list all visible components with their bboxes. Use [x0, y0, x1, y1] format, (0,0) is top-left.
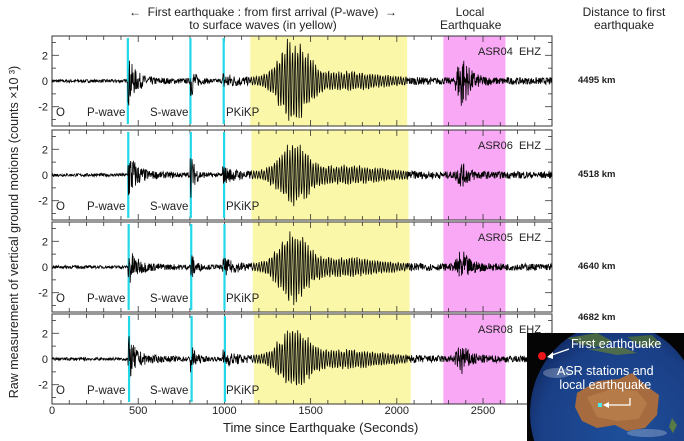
arrow-left-icon: ←: [128, 5, 141, 19]
x-tick-label: 1000: [212, 405, 237, 417]
seismogram-trace: [51, 231, 553, 306]
p-wave-label: P-wave: [87, 107, 126, 119]
seismogram-panel: 2 0 -2: [38, 35, 553, 127]
y-tick-label: 0: [42, 354, 48, 366]
pkikp-label: PKiKP: [226, 385, 260, 397]
p-wave-label: P-wave: [87, 293, 126, 305]
y-tick-label: -2: [38, 288, 48, 300]
s-wave-label: S-wave: [150, 201, 189, 213]
y-tick-label: -2: [38, 380, 48, 392]
map-inset: First earthquake ASR stations and local …: [527, 333, 684, 441]
seismogram-trace: [51, 144, 553, 207]
origin-label: O: [56, 293, 65, 305]
pkikp-label: PKiKP: [226, 293, 260, 305]
x-axis-label: Time since Earthquake (Seconds): [223, 420, 419, 435]
pkikp-label: PKiKP: [226, 201, 260, 213]
station-label: ASR06 EHZ: [478, 140, 541, 152]
seismogram-panel: 2 0 -2: [38, 313, 553, 405]
distance-label: 4640 km: [578, 261, 616, 272]
y-tick-label: 2: [42, 328, 48, 340]
seismogram-trace: [51, 330, 553, 386]
distance-label: 4518 km: [578, 169, 616, 180]
asr-station-marker: [598, 403, 602, 407]
station-label: ASR04 EHZ: [478, 46, 541, 58]
seismogram-panel: 2 0 -2: [38, 221, 553, 313]
y-tick-label: -2: [38, 102, 48, 114]
y-tick-label: 0: [42, 170, 48, 182]
x-tick-label: 2500: [470, 405, 496, 417]
p-wave-label: P-wave: [87, 385, 126, 397]
y-tick-label: 2: [42, 50, 48, 62]
local-earthquake-header: Local Earthquake: [440, 5, 502, 32]
origin-label: O: [56, 385, 65, 397]
map-first-earthquake-label: First earthquake: [571, 337, 662, 351]
origin-label: O: [56, 107, 65, 119]
first-earthquake-header: ← First earthquake : from first arrival …: [128, 5, 398, 32]
s-wave-label: S-wave: [150, 293, 189, 305]
origin-label: O: [56, 201, 65, 213]
s-wave-label: S-wave: [150, 107, 189, 119]
p-wave-label: P-wave: [87, 201, 126, 213]
pkikp-label: PKiKP: [226, 107, 260, 119]
seismogram-panel: 2 0 -2: [38, 129, 553, 221]
station-label: ASR05 EHZ: [478, 232, 541, 244]
x-tick-label: 500: [129, 405, 148, 417]
x-tick-label: 1500: [298, 405, 323, 417]
first-earthquake-marker: [538, 352, 546, 360]
y-tick-label: 2: [42, 236, 48, 248]
y-tick-label: 2: [42, 144, 48, 156]
x-tick-label: 2000: [384, 405, 410, 417]
y-tick-label: 0: [42, 262, 48, 274]
map-asr-label: ASR stations and local earthquake: [557, 364, 654, 392]
distance-label: 4495 km: [578, 75, 616, 86]
y-tick-label: -2: [38, 196, 48, 208]
y-tick-label: 0: [42, 76, 48, 88]
seismogram-trace: [51, 38, 553, 121]
x-tick-label: 0: [48, 405, 56, 417]
arrow-right-icon: →: [385, 5, 398, 19]
s-wave-label: S-wave: [150, 385, 189, 397]
globe-map: [527, 333, 684, 441]
distance-label: 4682 km: [578, 312, 616, 323]
distance-header: Distance to first earthquake: [582, 5, 666, 32]
